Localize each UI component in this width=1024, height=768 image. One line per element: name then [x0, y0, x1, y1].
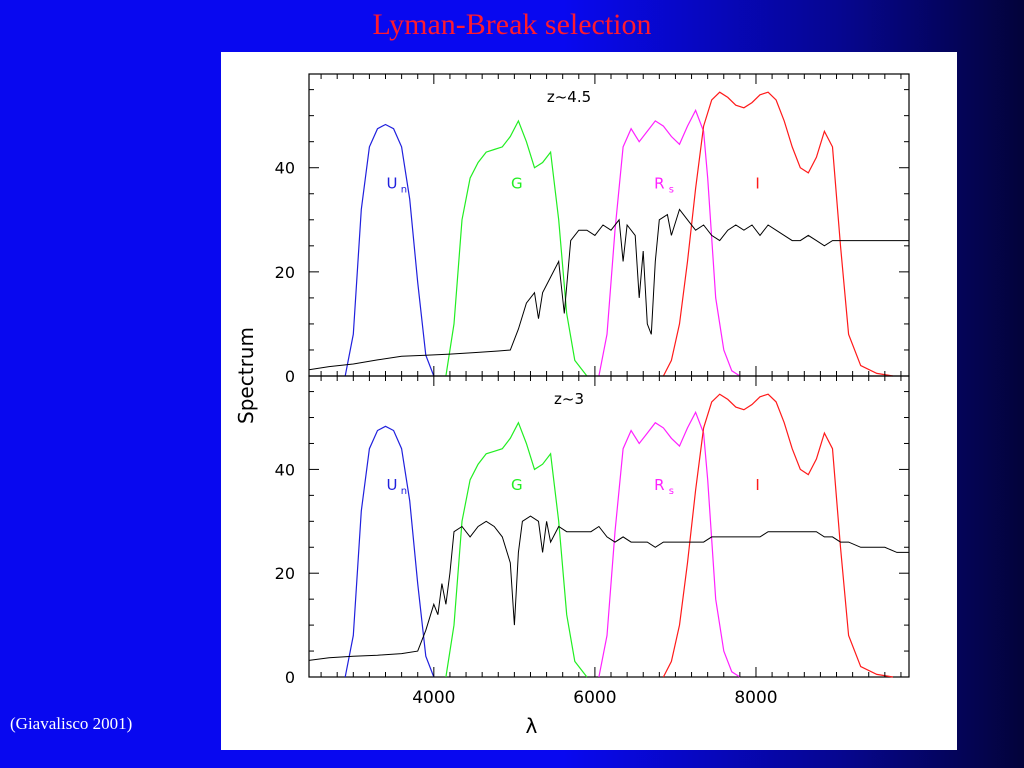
y-tick-label: 40 [275, 460, 295, 479]
citation: (Giavalisco 2001) [10, 714, 133, 733]
x-tick-label: 6000 [573, 688, 616, 708]
filter-label-un: U [386, 476, 397, 494]
filter-label-g: G [511, 476, 523, 494]
filter-label-rs: R [654, 476, 664, 494]
panel-label: z~3 [554, 390, 584, 408]
y-tick-label: 20 [275, 564, 295, 583]
panel-label: z~4.5 [547, 88, 591, 106]
y-tick-label: 20 [275, 263, 295, 282]
plot-frame [308, 375, 910, 678]
slide-title: Lyman-Break selection [372, 8, 652, 41]
galaxy-spectrum [308, 208, 909, 371]
x-axis-label: λ [526, 714, 538, 738]
galaxy-spectrum [308, 515, 909, 661]
filter-curve-g [445, 421, 588, 678]
y-tick-label: 0 [285, 668, 295, 687]
filter-label-un: U [386, 175, 397, 193]
filter-curve-i [662, 91, 893, 377]
filter-subscript-rs: s [669, 185, 674, 196]
filter-subscript-un: n [401, 185, 407, 196]
filter-curve-rs [598, 410, 741, 678]
plot-frame [308, 73, 910, 377]
filter-curve-g [445, 119, 588, 377]
filter-label-rs: R [654, 175, 664, 193]
filter-curve-un [344, 123, 435, 377]
filter-curve-rs [598, 108, 741, 377]
filter-curve-i [662, 393, 893, 678]
filter-subscript-rs: s [669, 486, 674, 497]
x-tick-label: 4000 [412, 688, 455, 708]
y-tick-label: 40 [275, 159, 295, 178]
y-axis-label: Spectrum [234, 327, 258, 424]
filter-label-i: I [755, 175, 759, 193]
x-tick-label: 8000 [734, 688, 777, 708]
y-tick-label: 0 [285, 367, 295, 386]
filter-label-i: I [755, 476, 759, 494]
filter-subscript-un: n [401, 486, 407, 497]
filter-curve-un [344, 425, 435, 678]
filter-label-g: G [511, 175, 523, 193]
